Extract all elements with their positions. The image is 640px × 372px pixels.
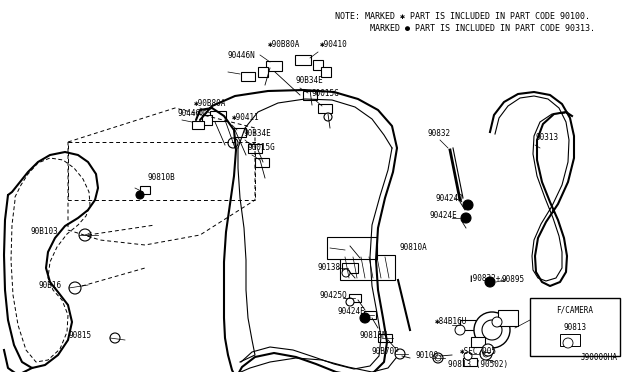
Bar xyxy=(340,255,395,280)
Circle shape xyxy=(360,313,370,323)
Text: 90446N: 90446N xyxy=(178,109,205,118)
Bar xyxy=(255,157,269,167)
Bar xyxy=(313,60,323,70)
Circle shape xyxy=(395,349,405,359)
Circle shape xyxy=(483,351,489,357)
Circle shape xyxy=(485,277,495,287)
Bar xyxy=(248,144,262,153)
Circle shape xyxy=(492,317,502,327)
Text: MARKED ● PART IS INCLUDED IN PART CODE 90313.: MARKED ● PART IS INCLUDED IN PART CODE 9… xyxy=(335,24,595,33)
Text: 90100: 90100 xyxy=(415,352,438,360)
Text: 90B34E: 90B34E xyxy=(296,76,324,85)
Text: 90425Q: 90425Q xyxy=(320,291,348,299)
Text: 90B34E: 90B34E xyxy=(244,129,272,138)
Circle shape xyxy=(461,213,471,223)
Text: 90813: 90813 xyxy=(563,324,587,333)
Text: 90015G: 90015G xyxy=(248,143,276,152)
Circle shape xyxy=(342,269,350,277)
Bar xyxy=(258,67,268,77)
Text: ✱90410: ✱90410 xyxy=(320,40,348,49)
Bar xyxy=(342,263,358,273)
Bar xyxy=(295,55,311,65)
Text: 90815: 90815 xyxy=(69,330,92,340)
Bar xyxy=(327,237,377,259)
Text: ✱84B16U: ✱84B16U xyxy=(435,317,467,327)
Bar xyxy=(498,310,518,326)
Text: 90424Q: 90424Q xyxy=(435,193,463,202)
Text: 90B16: 90B16 xyxy=(39,280,62,289)
Text: 90313: 90313 xyxy=(535,133,558,142)
Text: 90810B: 90810B xyxy=(148,173,176,182)
Text: ✱90B80A: ✱90B80A xyxy=(268,40,300,49)
Text: J90000HA: J90000HA xyxy=(581,353,618,362)
Circle shape xyxy=(433,353,443,363)
Text: 90815M: 90815M xyxy=(360,330,388,340)
Circle shape xyxy=(435,355,441,361)
Circle shape xyxy=(69,282,81,294)
Text: 90138: 90138 xyxy=(318,263,341,273)
Circle shape xyxy=(324,113,332,121)
Circle shape xyxy=(463,200,473,210)
Bar xyxy=(471,337,485,347)
Bar xyxy=(530,298,620,356)
Bar xyxy=(378,334,392,342)
Circle shape xyxy=(482,344,494,356)
Text: ✱90411: ✱90411 xyxy=(232,113,260,122)
Bar xyxy=(463,358,477,366)
Text: 90810A: 90810A xyxy=(400,244,428,253)
Bar xyxy=(318,103,332,112)
Circle shape xyxy=(480,348,492,360)
Text: 90424E: 90424E xyxy=(430,211,458,219)
Circle shape xyxy=(474,312,510,348)
Bar xyxy=(234,128,246,137)
Bar xyxy=(460,320,476,330)
Text: NOTE: MARKED ✱ PART IS INCLUDED IN PART CODE 90100.: NOTE: MARKED ✱ PART IS INCLUDED IN PART … xyxy=(335,12,590,21)
Bar xyxy=(202,115,212,125)
Text: 90446N: 90446N xyxy=(228,51,256,60)
Text: 90015G: 90015G xyxy=(312,89,340,98)
Circle shape xyxy=(228,138,238,148)
Circle shape xyxy=(455,325,465,335)
Circle shape xyxy=(482,320,502,340)
Bar xyxy=(303,90,317,99)
Bar xyxy=(364,311,376,319)
Text: 90813 (90502): 90813 (90502) xyxy=(448,360,508,369)
Bar xyxy=(349,294,361,302)
Text: ✱SEC.905: ✱SEC.905 xyxy=(460,347,497,356)
Circle shape xyxy=(136,191,144,199)
Bar xyxy=(140,186,150,194)
Bar xyxy=(241,71,255,80)
Text: 90424E: 90424E xyxy=(338,308,365,317)
Circle shape xyxy=(79,229,91,241)
Text: 90832: 90832 xyxy=(428,129,451,138)
Circle shape xyxy=(110,333,120,343)
Circle shape xyxy=(563,338,573,348)
Text: 90B70P: 90B70P xyxy=(372,347,400,356)
Bar xyxy=(560,334,580,346)
Text: ❙90832+△: ❙90832+△ xyxy=(468,275,505,283)
Bar xyxy=(210,111,226,121)
Bar xyxy=(266,61,282,71)
Text: 90895: 90895 xyxy=(502,275,525,283)
Text: F/CAMERA: F/CAMERA xyxy=(557,305,593,314)
Circle shape xyxy=(346,298,354,306)
Text: 90B103: 90B103 xyxy=(30,228,58,237)
Circle shape xyxy=(464,352,472,360)
Bar xyxy=(321,67,331,77)
Text: ✱90B80A: ✱90B80A xyxy=(194,99,227,108)
Bar xyxy=(192,121,204,129)
